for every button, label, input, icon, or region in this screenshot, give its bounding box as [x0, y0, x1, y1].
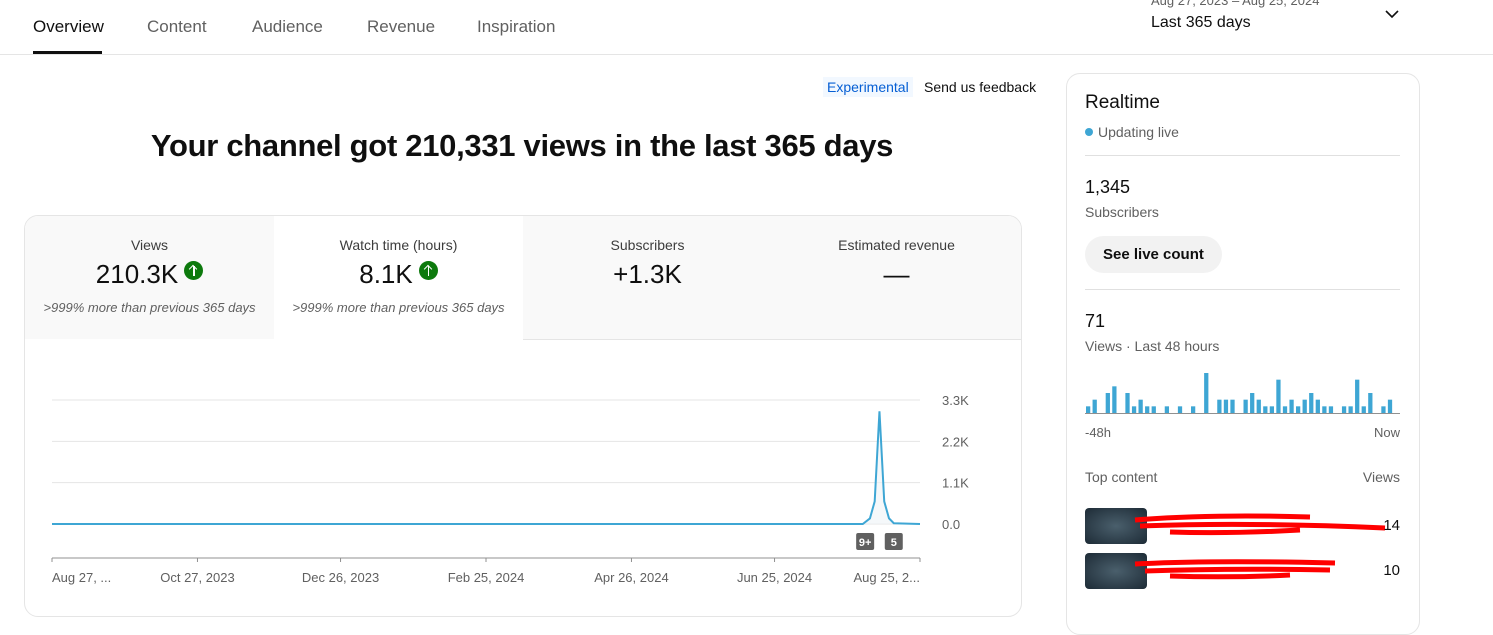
- metric-tab[interactable]: Views 210.3K >999% more than previous 36…: [25, 216, 275, 339]
- metric-label: Watch time (hours): [339, 237, 458, 253]
- live-status: Updating live: [1085, 124, 1179, 140]
- redaction: [1134, 513, 1386, 536]
- tab[interactable]: Audience: [252, 17, 323, 36]
- subscriber-label: Subscribers: [1085, 204, 1159, 220]
- views-label: Views · Last 48 hours: [1085, 338, 1220, 354]
- divider: [1085, 155, 1400, 156]
- subscriber-count: 1,345: [1085, 177, 1131, 197]
- chevron: [1385, 10, 1399, 19]
- metric-label: Subscribers: [610, 237, 685, 253]
- top-content-metric: Views: [1362, 469, 1400, 485]
- tab[interactable]: Content: [147, 17, 207, 36]
- views-count: 71: [1085, 311, 1106, 331]
- overview-card: Views 210.3K >999% more than previous 36…: [24, 215, 1022, 617]
- tab[interactable]: Revenue: [367, 17, 436, 36]
- tab[interactable]: Inspiration: [477, 17, 556, 36]
- experimental-badge: Experimental: [823, 77, 913, 97]
- metric-label: Estimated revenue: [838, 237, 955, 253]
- metric-label: Views: [130, 237, 169, 253]
- realtime-title: Realtime: [1085, 92, 1160, 113]
- date-range-label: Last 365 days: [1151, 14, 1251, 31]
- metric-tab[interactable]: Subscribers +1.3K: [523, 216, 773, 340]
- feedback-link[interactable]: Send us feedback: [924, 79, 1037, 95]
- metric-value: +1.3K: [613, 259, 682, 289]
- metric-tab[interactable]: Estimated revenue —: [772, 216, 1021, 340]
- tab-underline: [33, 51, 102, 54]
- top-content-title: Top content: [1085, 469, 1158, 485]
- date-range-dates: Aug 27, 2023 – Aug 25, 2024: [1151, 0, 1320, 8]
- metric-change: >999% more than previous 365 days: [292, 300, 505, 315]
- tab[interactable]: Overview: [33, 17, 104, 36]
- divider: [1085, 289, 1400, 290]
- metric-tab[interactable]: Watch time (hours) 8.1K >999% more than …: [274, 216, 524, 339]
- up-icon: [418, 261, 438, 280]
- up-icon: [184, 261, 204, 280]
- headline: Your channel got 210,331 views in the la…: [150, 128, 894, 163]
- live-count-button[interactable]: See live count: [1085, 236, 1222, 273]
- thumbnail: [1085, 553, 1147, 589]
- page: Overview Content Audience Revenue Inspir…: [0, 0, 1493, 592]
- realtime-card: [1066, 73, 1420, 635]
- item-views: 14: [1383, 517, 1400, 534]
- status-text: Updating live: [1098, 124, 1179, 140]
- metric-value: —: [883, 259, 910, 289]
- thumbnail: [1085, 508, 1147, 544]
- metric-value: 8.1K: [359, 259, 413, 289]
- divider: [0, 54, 1493, 55]
- metric-value: 210.3K: [95, 259, 179, 289]
- item-views: 10: [1383, 562, 1400, 579]
- redaction: [1134, 559, 1336, 580]
- metric-change: >999% more than previous 365 days: [43, 300, 256, 315]
